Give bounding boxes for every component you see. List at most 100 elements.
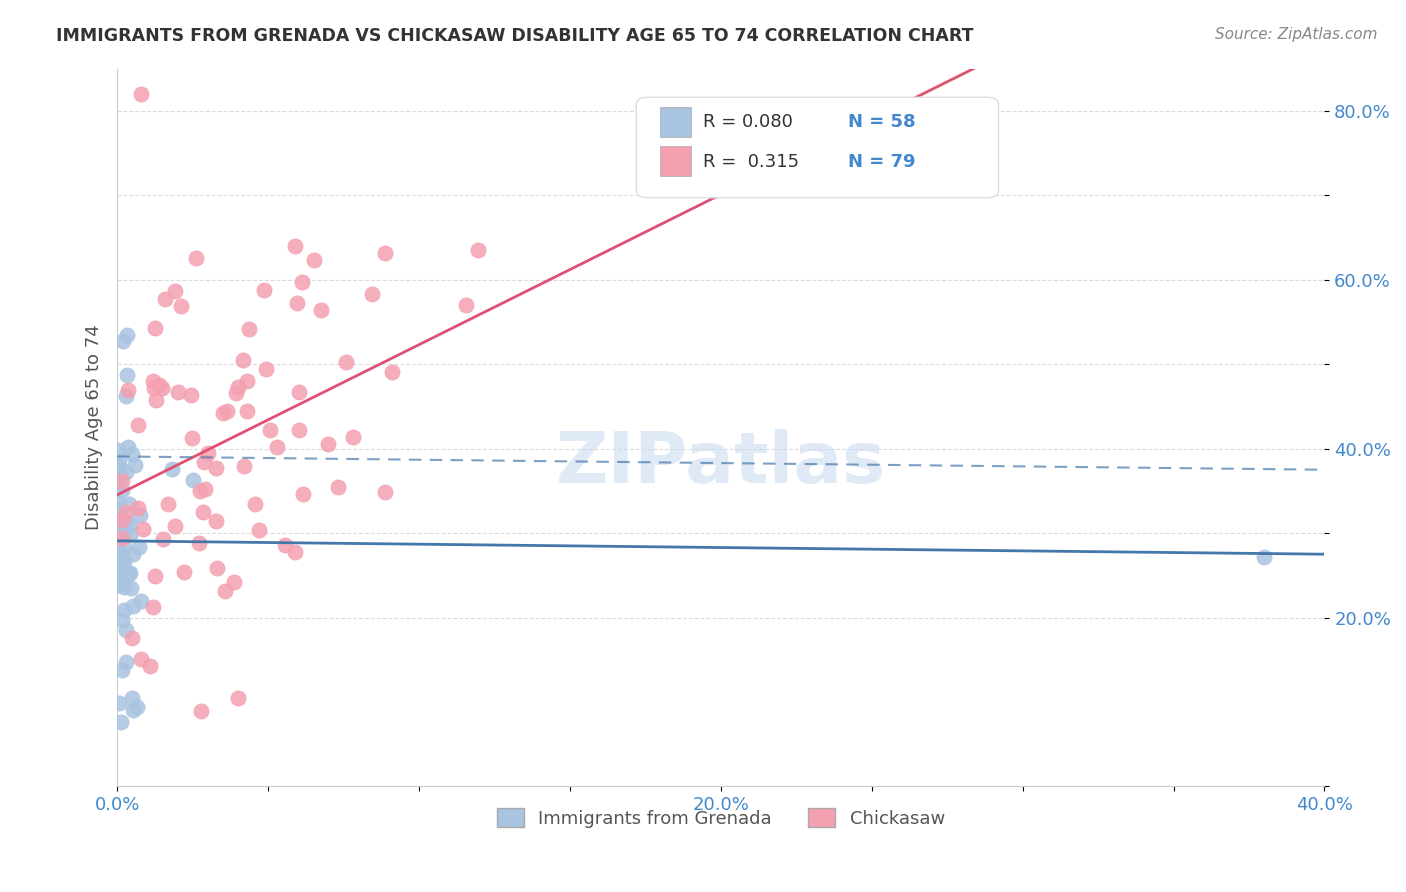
Point	[360, 286, 382, 301]
Point	[120, 581, 142, 595]
Point	[197, 446, 219, 460]
Point	[236, 374, 259, 388]
Point	[110, 525, 132, 540]
Point	[163, 284, 186, 298]
Point	[121, 691, 143, 706]
Point	[235, 404, 257, 418]
Point	[193, 505, 215, 519]
Point	[143, 321, 166, 335]
Point	[232, 353, 254, 368]
Point	[110, 502, 132, 516]
Point	[111, 483, 134, 498]
Point	[143, 381, 166, 395]
Point	[110, 715, 132, 730]
Point	[114, 504, 136, 518]
Text: R = 0.080: R = 0.080	[703, 113, 793, 131]
Point	[247, 523, 270, 537]
Point	[342, 430, 364, 444]
Point	[105, 542, 128, 557]
Point	[124, 458, 146, 472]
Point	[226, 380, 249, 394]
Point	[142, 599, 165, 614]
Point	[110, 466, 132, 480]
Point	[108, 555, 131, 569]
Text: R =  0.315: R = 0.315	[703, 153, 799, 171]
Point	[114, 655, 136, 669]
Point	[381, 365, 404, 379]
Point	[117, 497, 139, 511]
Point	[107, 452, 129, 467]
Point	[105, 476, 128, 491]
Point	[112, 541, 135, 555]
Point	[112, 554, 135, 568]
Point	[132, 522, 155, 536]
FancyBboxPatch shape	[637, 97, 998, 198]
Point	[152, 532, 174, 546]
Text: N = 79: N = 79	[848, 153, 915, 171]
Point	[111, 474, 134, 488]
Point	[157, 497, 180, 511]
Point	[143, 568, 166, 582]
Point	[186, 252, 208, 266]
Point	[160, 462, 183, 476]
Point	[266, 440, 288, 454]
Point	[302, 253, 325, 268]
Point	[274, 538, 297, 552]
Point	[112, 580, 135, 594]
Point	[139, 659, 162, 673]
Point	[288, 385, 311, 400]
Point	[107, 569, 129, 583]
Bar	[661, 106, 690, 136]
Point	[111, 613, 134, 627]
Point	[127, 501, 149, 516]
Point	[110, 576, 132, 591]
Point	[112, 603, 135, 617]
Point	[335, 354, 357, 368]
Y-axis label: Disability Age 65 to 74: Disability Age 65 to 74	[86, 325, 103, 531]
Point	[117, 327, 139, 342]
Point	[233, 458, 256, 473]
Point	[169, 299, 191, 313]
Point	[110, 560, 132, 574]
Point	[226, 690, 249, 705]
Point	[118, 518, 141, 533]
Point	[114, 388, 136, 402]
Text: IMMIGRANTS FROM GRENADA VS CHICKASAW DISABILITY AGE 65 TO 74 CORRELATION CHART: IMMIGRANTS FROM GRENADA VS CHICKASAW DIS…	[56, 27, 974, 45]
Point	[456, 298, 478, 312]
Point	[117, 383, 139, 397]
Point	[107, 517, 129, 532]
Point	[193, 454, 215, 468]
Point	[291, 275, 314, 289]
Point	[214, 583, 236, 598]
Point	[115, 624, 138, 638]
Point	[108, 475, 131, 490]
Point	[121, 631, 143, 645]
Point	[224, 575, 246, 590]
Point	[112, 334, 135, 348]
Point	[118, 566, 141, 580]
Point	[311, 303, 333, 318]
Point	[108, 697, 131, 711]
Text: N = 58: N = 58	[848, 113, 915, 131]
Point	[145, 393, 167, 408]
Point	[467, 243, 489, 257]
Point	[217, 404, 239, 418]
Point	[117, 441, 139, 455]
Point	[131, 87, 153, 101]
Point	[115, 515, 138, 529]
Point	[166, 384, 188, 399]
Point	[204, 514, 226, 528]
Point	[292, 486, 315, 500]
Point	[284, 239, 307, 253]
Point	[131, 593, 153, 607]
Point	[142, 375, 165, 389]
Point	[148, 378, 170, 392]
Point	[107, 540, 129, 554]
Bar	[661, 146, 690, 177]
Point	[127, 418, 149, 433]
Point	[115, 368, 138, 383]
Point	[180, 387, 202, 401]
Point	[181, 473, 204, 487]
Point	[288, 423, 311, 437]
Point	[287, 296, 309, 310]
